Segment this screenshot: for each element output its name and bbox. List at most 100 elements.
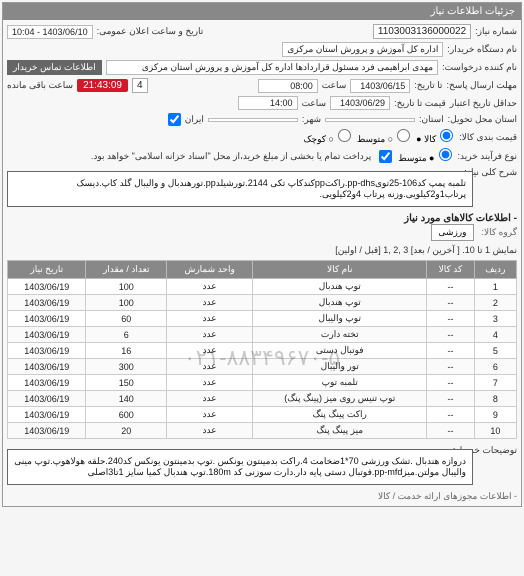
deadline-label: مهلت ارسال پاسخ: bbox=[446, 80, 517, 91]
table-cell: -- bbox=[427, 311, 474, 327]
row-purchase: نوع فرآیند خرید: ● متوسط پرداخت تمام یا … bbox=[7, 148, 517, 164]
category-label: گروه کالا: bbox=[482, 227, 517, 238]
bundle-opt-medium[interactable]: ○ متوسط bbox=[357, 129, 412, 145]
table-cell: 1 bbox=[474, 279, 516, 295]
table-cell: توپ تنیس روی میز (پینگ پنگ) bbox=[253, 391, 427, 407]
table-cell: 3 bbox=[474, 311, 516, 327]
table-cell: عدد bbox=[166, 391, 252, 407]
province-label: استان: bbox=[419, 114, 444, 125]
table-cell: 6 bbox=[86, 327, 167, 343]
table-row[interactable]: 6--تور والیبالعدد3001403/06/19 bbox=[8, 359, 517, 375]
table-cell: عدد bbox=[166, 407, 252, 423]
bundle-opt-item[interactable]: کالا ● bbox=[416, 129, 455, 145]
validity-label: حداقل تاریخ اعتبار bbox=[450, 98, 517, 109]
goods-table: ردیفکد کالانام کالاواحد شمارشتعداد / مقد… bbox=[7, 260, 517, 439]
row-general-desc: شرح کلی نیاز: تلمبه پمپ کد106-25تویpp-dh… bbox=[7, 167, 517, 207]
row-number: شماره نیاز: 1103003136000022 تاریخ و ساع… bbox=[7, 24, 517, 39]
table-cell: -- bbox=[427, 343, 474, 359]
city-value bbox=[208, 118, 298, 122]
table-cell: 60 bbox=[86, 311, 167, 327]
table-row[interactable]: 5--فوتبال دستیعدد161403/06/19 bbox=[8, 343, 517, 359]
datetime-label: تاریخ و ساعت اعلان عمومی: bbox=[97, 26, 204, 37]
table-cell: توپ والیبال bbox=[253, 311, 427, 327]
pager: نمایش 1 تا 10. [ آخرین / بعد] 3 ,2 ,1 [ق… bbox=[7, 245, 517, 256]
purchase-note-check[interactable] bbox=[379, 150, 392, 163]
iran-checkbox[interactable] bbox=[168, 113, 181, 126]
table-cell: 100 bbox=[86, 279, 167, 295]
deadline-till: تا تاریخ: bbox=[414, 80, 442, 91]
table-cell: -- bbox=[427, 279, 474, 295]
table-row[interactable]: 2--توپ هندبالعدد1001403/06/19 bbox=[8, 295, 517, 311]
table-cell: -- bbox=[427, 407, 474, 423]
pager-prefix: نمایش 1 تا 10. bbox=[462, 245, 517, 255]
table-header: واحد شمارش bbox=[166, 261, 252, 279]
general-desc-label: شرح کلی نیاز: bbox=[477, 167, 517, 178]
table-header: تعداد / مقدار bbox=[86, 261, 167, 279]
bundle-opt-low[interactable]: ○ کوچک bbox=[303, 129, 353, 145]
table-row[interactable]: 1--توپ هندبالعدد1001403/06/19 bbox=[8, 279, 517, 295]
bundle-radio-low[interactable] bbox=[338, 129, 351, 142]
table-cell: -- bbox=[427, 327, 474, 343]
row-bundle: قیمت بندی کالا: کالا ● ○ متوسط ○ کوچک bbox=[7, 129, 517, 145]
table-cell: -- bbox=[427, 295, 474, 311]
table-cell: تور والیبال bbox=[253, 359, 427, 375]
panel-body: شماره نیاز: 1103003136000022 تاریخ و ساع… bbox=[3, 20, 521, 506]
table-cell: عدد bbox=[166, 375, 252, 391]
pager-links[interactable]: [ آخرین / بعد] 3 ,2 ,1 [قبل / اولین] bbox=[335, 245, 460, 255]
table-cell: میز پینگ پنگ bbox=[253, 423, 427, 439]
table-cell: 1403/06/19 bbox=[8, 391, 86, 407]
table-cell: 10 bbox=[474, 423, 516, 439]
table-row[interactable]: 9--راکت پینگ پنگعدد6001403/06/19 bbox=[8, 407, 517, 423]
bundle-radio-item[interactable] bbox=[440, 129, 453, 142]
table-cell: توپ هندبال bbox=[253, 295, 427, 311]
table-body: 1--توپ هندبالعدد1001403/06/192--توپ هندب… bbox=[8, 279, 517, 439]
row-remarks: توضیحات خریدار: دروازه هندبال .تشک ورزشی… bbox=[7, 445, 517, 485]
remaining-text: ساعت باقی مانده bbox=[7, 80, 73, 91]
table-cell: 20 bbox=[86, 423, 167, 439]
table-cell: عدد bbox=[166, 343, 252, 359]
table-header: ردیف bbox=[474, 261, 516, 279]
buyer-value: اداره کل آموزش و پرورش استان مرکزی bbox=[282, 42, 443, 57]
table-cell: 1403/06/19 bbox=[8, 311, 86, 327]
contact-button[interactable]: اطلاعات تماس خریدار bbox=[7, 60, 102, 75]
requester-value: مهدی ابراهیمی فرد مسئول قراردادها اداره … bbox=[106, 60, 438, 75]
table-cell: 1403/06/19 bbox=[8, 407, 86, 423]
table-cell: 1403/06/19 bbox=[8, 343, 86, 359]
table-row[interactable]: 7--تلمبه توپعدد1501403/06/19 bbox=[8, 375, 517, 391]
table-cell: 2 bbox=[474, 295, 516, 311]
table-row[interactable]: 3--توپ والیبالعدد601403/06/19 bbox=[8, 311, 517, 327]
purchase-opt-medium[interactable]: ● متوسط bbox=[398, 148, 453, 164]
purchase-note: پرداخت تمام یا بخشی از مبلغ خرید،از محل … bbox=[91, 151, 371, 162]
table-cell: -- bbox=[427, 359, 474, 375]
deadline-time: 08:00 bbox=[258, 79, 318, 93]
table-cell: 1403/06/19 bbox=[8, 295, 86, 311]
table-cell: عدد bbox=[166, 359, 252, 375]
city-label: شهر: bbox=[302, 114, 321, 125]
requester-label: نام کننده درخواست: bbox=[442, 62, 517, 73]
table-cell: 8 bbox=[474, 391, 516, 407]
table-cell: 100 bbox=[86, 295, 167, 311]
validity-time: 14:00 bbox=[238, 96, 298, 110]
category-value: ورزشی bbox=[431, 224, 473, 241]
remarks-label: توضیحات خریدار: bbox=[477, 445, 517, 456]
bundle-label: قیمت بندی کالا: bbox=[459, 132, 517, 143]
table-cell: 9 bbox=[474, 407, 516, 423]
table-row[interactable]: 8--توپ تنیس روی میز (پینگ پنگ)عدد1401403… bbox=[8, 391, 517, 407]
row-category: گروه کالا: ورزشی bbox=[7, 224, 517, 241]
purchase-radio-medium[interactable] bbox=[439, 148, 452, 161]
table-cell: 1403/06/19 bbox=[8, 375, 86, 391]
row-deadline: مهلت ارسال پاسخ: تا تاریخ: 1403/06/15 سا… bbox=[7, 78, 517, 93]
buyer-label: نام دستگاه خریدار: bbox=[447, 44, 517, 55]
table-row[interactable]: 4--تخته دارتعدد61403/06/19 bbox=[8, 327, 517, 343]
table-cell: -- bbox=[427, 391, 474, 407]
goods-header: - اطلاعات کالاهای مورد نیاز bbox=[7, 213, 517, 224]
table-cell: 300 bbox=[86, 359, 167, 375]
table-cell: 600 bbox=[86, 407, 167, 423]
table-cell: -- bbox=[427, 375, 474, 391]
table-cell: تخته دارت bbox=[253, 327, 427, 343]
row-buyer: نام دستگاه خریدار: اداره کل آموزش و پرور… bbox=[7, 42, 517, 57]
bundle-radio-medium[interactable] bbox=[397, 129, 410, 142]
table-header: تاریخ نیاز bbox=[8, 261, 86, 279]
remaining-timer: 21:43:09 bbox=[77, 79, 128, 92]
table-row[interactable]: 10--میز پینگ پنگعدد201403/06/19 bbox=[8, 423, 517, 439]
